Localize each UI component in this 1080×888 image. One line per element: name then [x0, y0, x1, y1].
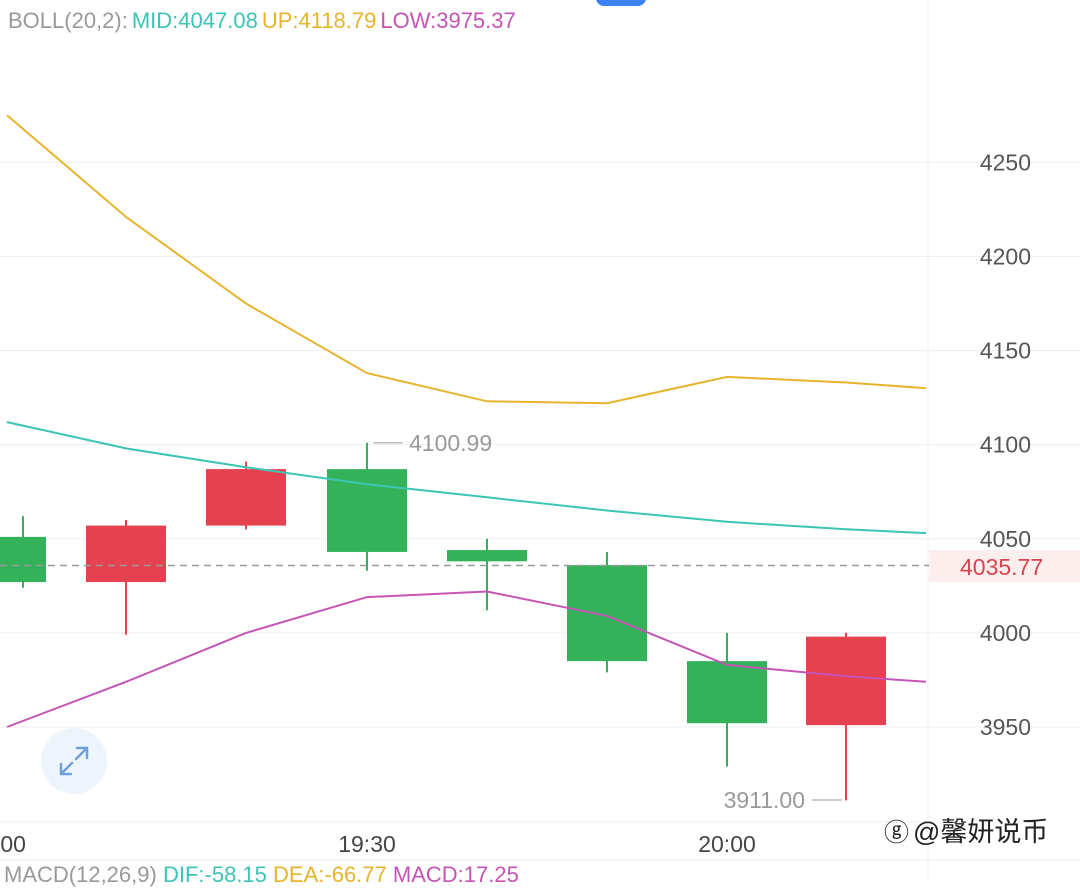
active-tab-indicator	[596, 0, 646, 6]
macd-macd-value: MACD:17.25	[392, 862, 519, 887]
y-tick-label: 4150	[980, 338, 1031, 364]
candle-body	[687, 661, 767, 724]
y-tick-label: 4200	[980, 243, 1031, 269]
candle-body	[447, 550, 527, 562]
boll-legend: BOLL(20,2): MID:4047.08 UP:4118.79 LOW:3975…	[8, 8, 520, 34]
boll-upper-line	[6, 114, 927, 405]
x-tick-label: 19:30	[338, 831, 396, 857]
candle-body	[86, 525, 166, 583]
current-price-label: 4035.77	[960, 554, 1044, 580]
boll-low-value: LOW:3975.37	[380, 8, 516, 33]
weibo-icon: ⓖ	[884, 819, 910, 847]
candle-body	[806, 636, 886, 726]
boll-up-value: UP:4118.79	[261, 8, 377, 33]
y-tick-label: 4100	[980, 432, 1031, 458]
x-tick-label: 20:00	[698, 831, 756, 857]
y-tick-label: 4000	[980, 620, 1031, 646]
current-price-box	[929, 550, 1080, 582]
watermark-text: @馨妍说币	[913, 817, 1049, 847]
low-price-label: 3911.00	[724, 787, 805, 813]
macd-legend: MACD(12,26,9) DIF:-58.15 DEA:-66.77 MACD…	[4, 862, 519, 888]
watermark: ⓖ @馨妍说币	[884, 810, 1048, 849]
y-tick-label: 4250	[980, 149, 1031, 175]
boll-name: BOLL(20,2):	[8, 8, 128, 33]
boll-lower-line	[6, 590, 927, 728]
y-tick-label: 3950	[980, 714, 1031, 740]
candle-body	[567, 565, 647, 662]
expand-chart-button[interactable]	[41, 728, 107, 794]
y-tick-label: 4050	[980, 526, 1031, 552]
high-price-label: 4100.99	[409, 430, 492, 456]
expand-icon	[59, 746, 89, 776]
candle-body	[206, 469, 286, 526]
x-tick-label: :00	[0, 831, 26, 857]
candle-body	[0, 536, 46, 583]
macd-dif-value: DIF:-58.15	[162, 862, 267, 887]
macd-name: MACD(12,26,9)	[4, 862, 157, 887]
boll-mid-value: MID:4047.08	[131, 8, 258, 33]
boll-mid-line	[6, 421, 927, 535]
macd-dea-value: DEA:-66.77	[273, 862, 387, 887]
candle-body	[327, 469, 407, 552]
